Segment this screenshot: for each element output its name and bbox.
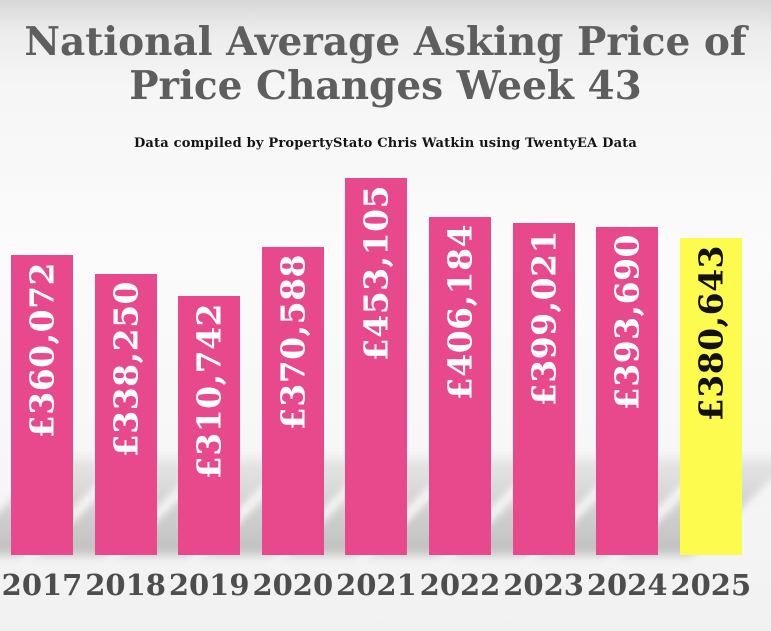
bar-2022: £406,184 (429, 217, 491, 555)
bar-value-label-2022: £406,184 (440, 224, 480, 401)
bar-2021: £453,105 (345, 178, 408, 555)
bar-2023: £399,021 (512, 223, 575, 555)
bar-2024: £393,690 (596, 227, 659, 555)
chart-title-line1: National Average Asking Price of (24, 19, 747, 65)
bar-value-label-2019: £310,742 (189, 303, 229, 480)
chart-subtitle: Data compiled by PropertyStato Chris Wat… (133, 136, 638, 151)
x-tick-2020: 2020 (252, 568, 334, 602)
bar-value-label-2020: £370,588 (273, 254, 313, 431)
bar-value-label-2018: £338,250 (106, 281, 146, 458)
x-tick-2024: 2024 (586, 568, 668, 602)
x-tick-2025: 2025 (670, 568, 752, 602)
bar-2018: £338,250 (94, 274, 157, 555)
x-tick-2022: 2022 (419, 568, 501, 602)
chart-title: National Average Asking Price of Price C… (0, 20, 771, 108)
x-tick-2017: 2017 (1, 568, 83, 602)
x-tick-2018: 2018 (85, 568, 166, 602)
bar-2017: £360,072 (11, 255, 73, 555)
bar-value-label-2017: £360,072 (22, 262, 62, 439)
bar-value-label-2025: £380,643 (691, 245, 731, 422)
x-tick-2021: 2021 (336, 568, 417, 602)
chart-title-line2: Price Changes Week 43 (129, 63, 642, 110)
bar-value-label-2024: £393,690 (607, 234, 647, 411)
bar-2020: £370,588 (261, 247, 324, 555)
bar-2019: £310,742 (178, 296, 241, 555)
x-tick-2023: 2023 (503, 568, 584, 602)
x-axis: 2017 2018 2019 2020 2021 2022 2023 2024 2025 (0, 568, 771, 613)
bar-plot: £360,072 £338,250 £310,742 £370,588 £453,105… (0, 178, 771, 555)
bar-value-label-2021: £453,105 (356, 185, 396, 362)
bar-2025: £380,643 (679, 238, 742, 555)
bar-value-label-2023: £399,021 (524, 230, 564, 407)
x-tick-2019: 2019 (168, 568, 250, 602)
